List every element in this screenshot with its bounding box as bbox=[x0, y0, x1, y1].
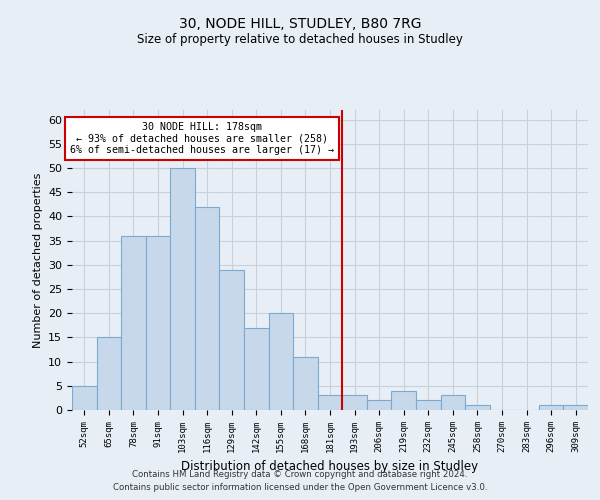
Text: 30 NODE HILL: 178sqm
← 93% of detached houses are smaller (258)
6% of semi-detac: 30 NODE HILL: 178sqm ← 93% of detached h… bbox=[70, 122, 334, 156]
Bar bbox=[269, 313, 293, 410]
Bar bbox=[539, 405, 563, 410]
Bar bbox=[367, 400, 391, 410]
Bar bbox=[440, 396, 465, 410]
Bar bbox=[146, 236, 170, 410]
Bar bbox=[293, 357, 318, 410]
Bar bbox=[416, 400, 440, 410]
Bar bbox=[170, 168, 195, 410]
Bar bbox=[244, 328, 269, 410]
Bar bbox=[97, 338, 121, 410]
Bar bbox=[391, 390, 416, 410]
Bar bbox=[220, 270, 244, 410]
Bar bbox=[563, 405, 588, 410]
X-axis label: Distribution of detached houses by size in Studley: Distribution of detached houses by size … bbox=[181, 460, 479, 473]
Bar bbox=[342, 396, 367, 410]
Text: Contains HM Land Registry data © Crown copyright and database right 2024.: Contains HM Land Registry data © Crown c… bbox=[132, 470, 468, 479]
Text: Size of property relative to detached houses in Studley: Size of property relative to detached ho… bbox=[137, 32, 463, 46]
Bar bbox=[465, 405, 490, 410]
Y-axis label: Number of detached properties: Number of detached properties bbox=[32, 172, 43, 348]
Text: Contains public sector information licensed under the Open Government Licence v3: Contains public sector information licen… bbox=[113, 484, 487, 492]
Text: 30, NODE HILL, STUDLEY, B80 7RG: 30, NODE HILL, STUDLEY, B80 7RG bbox=[179, 18, 421, 32]
Bar bbox=[72, 386, 97, 410]
Bar bbox=[121, 236, 146, 410]
Bar bbox=[195, 207, 220, 410]
Bar bbox=[318, 396, 342, 410]
